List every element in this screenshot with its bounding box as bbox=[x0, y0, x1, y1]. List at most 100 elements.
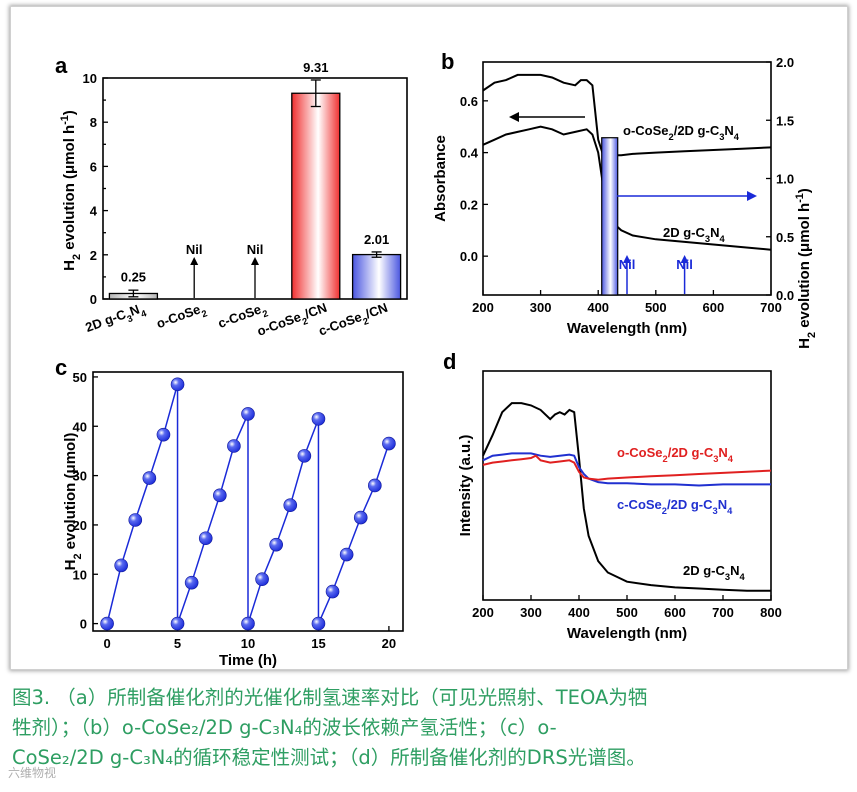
panel-d-label: d bbox=[443, 349, 456, 374]
panel-c-data-point bbox=[241, 616, 255, 631]
panel-c-data-point bbox=[184, 575, 199, 590]
panel-c-cycle-line bbox=[247, 418, 320, 624]
panel-c-data-point bbox=[283, 498, 298, 513]
panel-a-nil-arrowhead bbox=[251, 257, 259, 265]
panel-c-data-point bbox=[227, 439, 241, 453]
panel-b-ytick-left-label: 0.4 bbox=[460, 146, 479, 161]
panel-c-data-point bbox=[339, 547, 354, 562]
panel-b-series-label: 2D g-C3N4 bbox=[663, 225, 725, 244]
panel-c-data-point bbox=[100, 616, 114, 631]
panel-a-bar bbox=[351, 253, 402, 300]
panel-c-data-point bbox=[269, 537, 283, 552]
panel-c-data-point bbox=[156, 427, 171, 442]
panel-a-ytick-label: 4 bbox=[90, 204, 98, 219]
panel-a-bar bbox=[291, 92, 341, 300]
panel-d-xtick-label: 800 bbox=[760, 605, 782, 620]
panel-c-data-point bbox=[255, 572, 269, 587]
panel-a-value-label: 2.01 bbox=[364, 232, 389, 247]
panel-b-ytick-left-label: 0.0 bbox=[460, 249, 478, 264]
panel-c-data-point bbox=[198, 531, 213, 546]
panel-a-value-label: 0.25 bbox=[121, 269, 146, 284]
panel-d-series-label: 2D g-C3N4 bbox=[683, 563, 745, 582]
panel-a-category-label: o-CoSe2 bbox=[154, 300, 208, 335]
panel-c-xlabel: Time (h) bbox=[219, 652, 277, 669]
panel-a-ylabel: H2 evolution (μmol h-1) bbox=[59, 110, 83, 271]
panel-b-ytick-left-label: 0.2 bbox=[460, 197, 478, 212]
panel-b-nil-label: Nil bbox=[676, 257, 693, 272]
panel-b-xlabel: Wavelength (nm) bbox=[567, 320, 687, 337]
panel-d-spectrum-line bbox=[482, 402, 771, 592]
panel-c-xtick-label: 20 bbox=[382, 636, 396, 651]
panel-b-nil-label: Nil bbox=[619, 257, 636, 272]
panel-a-ytick-label: 8 bbox=[90, 115, 97, 130]
panel-d-xtick-label: 500 bbox=[616, 605, 638, 620]
panel-c-data-point bbox=[382, 436, 396, 451]
panel-c-ytick-label: 50 bbox=[73, 370, 87, 385]
panel-d-xtick-label: 700 bbox=[712, 605, 734, 620]
panel-c-ylabel: H2 evolution (μmol) bbox=[62, 433, 84, 571]
panel-c-chart: c 0 5 10 15 20 0 10 20 30 40 50 Time (h) H2 evolution… bbox=[55, 355, 404, 669]
panel-b-right-arrowhead bbox=[747, 191, 757, 201]
panel-a-ytick-label: 2 bbox=[90, 248, 97, 263]
panel-a-nil-arrowhead bbox=[190, 257, 199, 265]
figure-caption: 图3. （a）所制备催化剂的光催化制氢速率对比（可见光照射、TEOA为牺 牲剂）… bbox=[12, 683, 847, 773]
panel-c-xtick-label: 15 bbox=[311, 636, 325, 651]
panel-b-xtick-label: 500 bbox=[645, 300, 667, 315]
panel-c-xtick-label: 10 bbox=[241, 636, 255, 651]
panel-c-data-point bbox=[213, 488, 227, 503]
panel-c-data-point bbox=[142, 471, 157, 485]
panel-c-ytick-label: 10 bbox=[73, 567, 87, 582]
panel-c-data-point bbox=[241, 407, 255, 421]
panel-c-data-point bbox=[170, 616, 185, 631]
panel-b-nil-arrowhead bbox=[623, 255, 631, 263]
panel-d-spectrum-line bbox=[482, 452, 771, 487]
panel-b-xtick-label: 300 bbox=[530, 300, 552, 315]
panel-a-ytick-label: 6 bbox=[90, 159, 97, 174]
panel-c-data-point bbox=[325, 584, 340, 599]
panel-d-ylabel: Intensity (a.u.) bbox=[457, 435, 474, 537]
panel-d-series-label: o-CoSe2/2D g-C3N4 bbox=[617, 445, 734, 464]
panel-d-plot-frame bbox=[482, 370, 772, 601]
panel-c-data-point bbox=[311, 616, 326, 631]
caption-line-3: CoSe₂/2D g-C₃N₄的循环稳定性测试；（d）所制备催化剂的DRS光谱图… bbox=[12, 746, 646, 769]
panel-a-category-label: c-CoSe2/CN bbox=[316, 300, 391, 343]
panel-c-data-point bbox=[170, 377, 185, 392]
caption-line-2: 牲剂）；（b）o-CoSe₂/2D g-C₃N₄的波长依赖产氢活性；（c）o- bbox=[12, 716, 557, 739]
panel-d-xlabel: Wavelength (nm) bbox=[567, 625, 687, 642]
panel-d-spectrum-line bbox=[482, 454, 772, 481]
panel-b-absorbance-line bbox=[482, 125, 772, 251]
panel-c-ytick-label: 20 bbox=[73, 518, 87, 533]
panel-c-data-point bbox=[114, 558, 128, 573]
panel-d-series-label: c-CoSe2/2D g-C3N4 bbox=[617, 497, 733, 516]
panel-a-ytick-label: 10 bbox=[83, 71, 97, 86]
panel-a-value-label: Nil bbox=[247, 242, 264, 257]
caption-line-1: 图3. （a）所制备催化剂的光催化制氢速率对比（可见光照射、TEOA为牺 bbox=[12, 686, 648, 709]
panel-b-ylabel-left: Absorbance bbox=[432, 135, 449, 222]
figure-frame: a 0 2 4 6 8 10 H2 evolution (μmol h-1) 0.25 2D g-… bbox=[10, 6, 848, 670]
panel-c-xtick-label: 5 bbox=[174, 636, 181, 651]
panel-c-data-point bbox=[368, 478, 382, 493]
panel-b-ytick-right-label: 0.5 bbox=[776, 230, 794, 245]
panel-b-series-label: o-CoSe2/2D g-C3N4 bbox=[623, 123, 740, 142]
panel-b-xtick-label: 600 bbox=[703, 300, 725, 315]
panel-c-xtick-label: 0 bbox=[103, 636, 110, 651]
panel-b-ytick-right-label: 1.5 bbox=[776, 113, 794, 128]
panel-a-label: a bbox=[55, 53, 68, 78]
panel-b-label: b bbox=[441, 49, 454, 74]
panel-c-ytick-label: 30 bbox=[73, 469, 87, 484]
panel-c-data-point bbox=[311, 412, 326, 426]
panel-b-ylabel-right: H2 evolution (μmol h-1) bbox=[794, 188, 818, 349]
panel-c-ytick-label: 0 bbox=[80, 617, 87, 632]
panel-b-left-arrowhead bbox=[509, 112, 519, 122]
panel-b-xtick-label: 400 bbox=[587, 300, 609, 315]
panel-c-data-point bbox=[297, 449, 312, 463]
panel-c-cycle-line bbox=[106, 384, 179, 624]
panel-a-value-label: 9.31 bbox=[303, 60, 328, 75]
panel-b-ytick-right-label: 1.0 bbox=[776, 172, 794, 187]
panel-b-ytick-left-label: 0.6 bbox=[460, 94, 478, 109]
panel-a-category-label: o-CoSe2/CN bbox=[255, 300, 330, 343]
panel-b-ytick-right-label: 2.0 bbox=[776, 55, 794, 70]
